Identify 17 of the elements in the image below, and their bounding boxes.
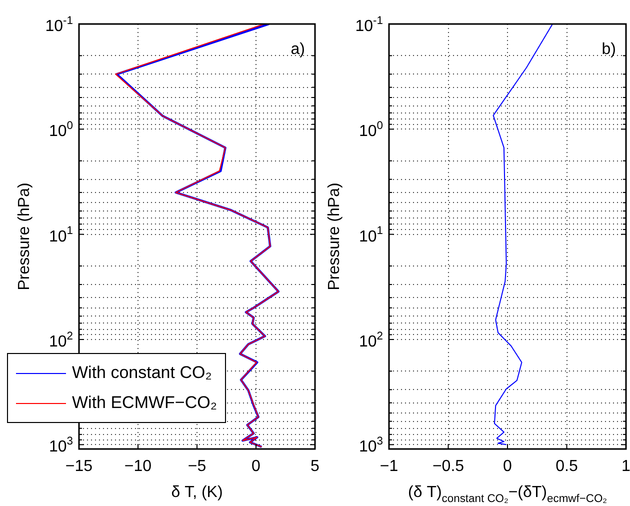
x-tick-label: 5	[310, 458, 320, 475]
x-tick-label: 0	[252, 458, 261, 475]
y-axis-title: Pressure (hPa)	[16, 182, 33, 290]
legend-label: With ECMWF−CO₂	[72, 393, 217, 413]
x-tick-label: 0	[503, 458, 512, 475]
x-tick-label: 0.5	[556, 458, 578, 475]
annotation: a)	[290, 41, 306, 58]
x-tick-label: −0.5	[432, 458, 464, 475]
x-tick-label: −10	[124, 458, 152, 475]
x-tick-label: −15	[65, 458, 93, 475]
x-axis-title: δ T, (K)	[171, 484, 223, 501]
y-axis-title: Pressure (hPa)	[326, 182, 343, 290]
x-tick-label: 1	[622, 458, 630, 475]
annotation: b)	[602, 41, 616, 58]
legend-label: With constant CO₂	[72, 363, 212, 383]
x-tick-label: −5	[188, 458, 206, 475]
x-tick-label: −1	[380, 458, 398, 475]
